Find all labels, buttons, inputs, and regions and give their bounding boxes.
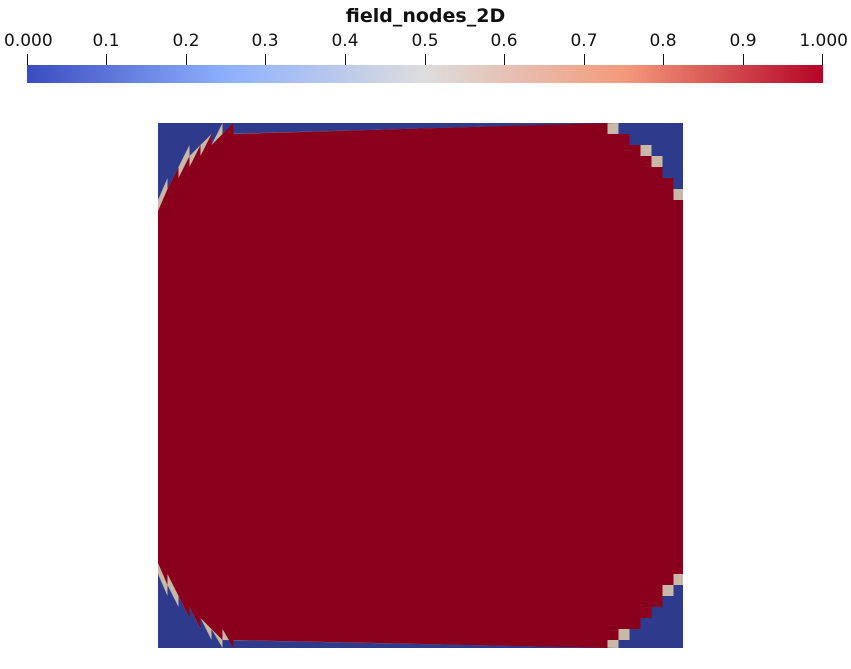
field-render (158, 123, 683, 648)
tick-label-10: 1.000 (799, 31, 848, 51)
tick-label-6: 0.6 (490, 31, 518, 51)
colorbar-title: field_nodes_2D (345, 5, 506, 27)
tick-label-3: 0.3 (251, 31, 279, 51)
tick-mark-5 (425, 54, 426, 66)
tick-label-2: 0.2 (172, 31, 200, 51)
tick-mark-2 (186, 54, 187, 66)
field-inside-region (158, 123, 683, 648)
tick-mark-10 (822, 54, 823, 66)
tick-label-4: 0.4 (331, 31, 359, 51)
tick-mark-4 (345, 54, 346, 66)
tick-mark-9 (743, 54, 744, 66)
tick-label-7: 0.7 (570, 31, 598, 51)
tick-label-8: 0.8 (649, 31, 677, 51)
colorbar-tick-labels: 0.000 0.1 0.2 0.3 0.4 0.5 0.6 0.7 0.8 0.… (0, 31, 851, 53)
field-plot[interactable] (158, 123, 683, 648)
tick-mark-3 (265, 54, 266, 66)
tick-label-1: 0.1 (92, 31, 120, 51)
tick-mark-0 (27, 54, 28, 66)
tick-label-9: 0.9 (729, 31, 757, 51)
tick-label-0: 0.000 (4, 31, 53, 51)
tick-label-5: 0.5 (411, 31, 439, 51)
tick-mark-6 (504, 54, 505, 66)
colorbar-gradient (27, 65, 823, 83)
tick-mark-1 (106, 54, 107, 66)
tick-mark-8 (663, 54, 664, 66)
tick-mark-7 (584, 54, 585, 66)
